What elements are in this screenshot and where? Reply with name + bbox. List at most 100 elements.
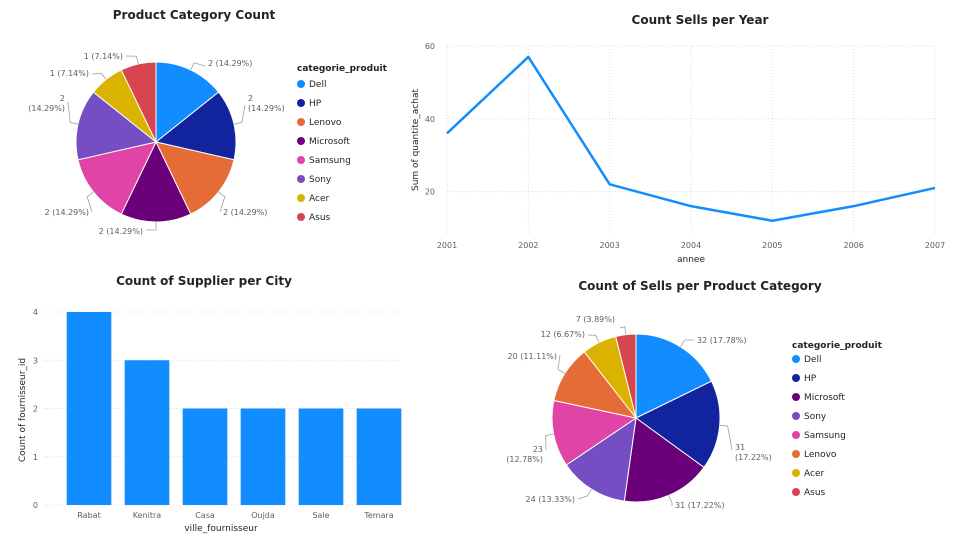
legend-item-lenovo[interactable]: Lenovo bbox=[792, 450, 837, 460]
count-sells-per-year-chart: Count Sells per Year 20 40 60 2001 2002 2003… bbox=[411, 13, 945, 265]
y-axis-ticks: 0 1 2 3 4 bbox=[33, 308, 38, 510]
legend-item-hp[interactable]: HP bbox=[792, 374, 817, 384]
legend-item-lenovo[interactable]: Lenovo bbox=[297, 118, 342, 128]
x-tick-label: 2006 bbox=[843, 241, 863, 250]
legend-label: Samsung bbox=[309, 156, 351, 166]
bar-oujda[interactable] bbox=[240, 408, 286, 506]
data-label: (12.78%) bbox=[506, 455, 543, 464]
bars bbox=[66, 312, 402, 506]
product-category-count-panel: Product Category Count 2 (14.29%) 2 (14.29… bbox=[0, 0, 390, 262]
data-label: (14.29%) bbox=[28, 104, 65, 113]
legend-label: Asus bbox=[309, 213, 331, 223]
grid bbox=[446, 45, 936, 234]
leader-line bbox=[190, 62, 206, 71]
legend-marker bbox=[792, 431, 800, 439]
legend-item-acer[interactable]: Acer bbox=[792, 469, 824, 479]
x-tick-label: Temara bbox=[363, 511, 393, 520]
sells-per-category-chart: Count of Sells per Product Category 32 (… bbox=[506, 279, 882, 510]
y-tick-label: 40 bbox=[425, 115, 435, 124]
leader-line bbox=[680, 339, 695, 347]
x-axis-ticks: Rabat Kenitra Casa Oujda Sale Temara bbox=[77, 511, 393, 520]
pie-slice-asus[interactable] bbox=[615, 333, 637, 419]
y-axis-label: Count of fournisseur_id bbox=[18, 358, 28, 462]
leader-line bbox=[86, 191, 94, 213]
pie-data-labels: 32 (17.78%) 31(17.22%) 31 (17.22%) 24 (13.3… bbox=[506, 315, 772, 510]
data-label: 31 (17.22%) bbox=[675, 501, 724, 510]
pie-slice-dell[interactable] bbox=[635, 333, 713, 419]
x-axis-label: annee bbox=[677, 255, 705, 265]
data-label: 31 bbox=[735, 443, 745, 452]
legend-marker bbox=[297, 213, 305, 221]
bar-sale[interactable] bbox=[298, 408, 344, 506]
chart-title: Count Sells per Year bbox=[632, 13, 769, 27]
pie-data-labels: 2 (14.29%)2(14.29%)2 (14.29%)2 (14.29%)2… bbox=[28, 52, 285, 236]
pie-slice-samsung[interactable] bbox=[551, 399, 638, 466]
legend-marker bbox=[792, 374, 800, 382]
data-label: 1 (7.14%) bbox=[50, 69, 89, 78]
bar-temara[interactable] bbox=[356, 408, 402, 506]
legend-marker bbox=[792, 488, 800, 496]
x-tick-label: Oujda bbox=[251, 511, 275, 520]
data-label: (14.29%) bbox=[248, 104, 285, 113]
legend-item-asus[interactable]: Asus bbox=[792, 488, 826, 498]
legend-label: Asus bbox=[804, 488, 826, 498]
data-label: 2 bbox=[248, 94, 253, 103]
data-label: 12 (6.67%) bbox=[541, 330, 585, 339]
leader-line bbox=[557, 354, 565, 374]
legend-label: Sony bbox=[804, 412, 827, 422]
chart-title: Count of Supplier per City bbox=[116, 274, 292, 288]
legend-marker bbox=[297, 99, 305, 107]
leader-line bbox=[233, 104, 246, 125]
legend-item-sony[interactable]: Sony bbox=[297, 175, 332, 185]
count-sells-per-year-panel: Count Sells per Year 20 40 60 2001 2002 2003… bbox=[400, 0, 954, 270]
x-tick-label: 2002 bbox=[518, 241, 538, 250]
legend-item-dell[interactable]: Dell bbox=[792, 355, 821, 365]
legend-item-sony[interactable]: Sony bbox=[792, 412, 827, 422]
legend-label: Acer bbox=[804, 469, 824, 479]
leader-line bbox=[719, 424, 733, 451]
y-tick-label: 1 bbox=[33, 453, 38, 462]
data-label: 7 (3.89%) bbox=[576, 315, 615, 324]
legend-item-samsung[interactable]: Samsung bbox=[792, 431, 846, 441]
y-tick-label: 60 bbox=[425, 42, 435, 51]
data-label: 2 (14.29%) bbox=[208, 59, 252, 68]
legend: Dell HP Lenovo Microsoft Samsung Sony Acer Asus bbox=[297, 80, 351, 223]
bar-kenitra[interactable] bbox=[124, 360, 170, 505]
legend-item-hp[interactable]: HP bbox=[297, 99, 322, 109]
chart-title: Product Category Count bbox=[113, 8, 276, 22]
leader-line bbox=[67, 101, 79, 125]
legend-label: Lenovo bbox=[309, 118, 342, 128]
pie-slice-asus[interactable] bbox=[120, 61, 157, 143]
legend-marker bbox=[792, 355, 800, 363]
data-label: 2 (14.29%) bbox=[99, 227, 143, 236]
legend-label: Dell bbox=[804, 355, 821, 365]
supplier-per-city-chart: Count of Supplier per City 0 1 2 3 4 Rabat Ke… bbox=[18, 274, 402, 534]
leader-line bbox=[125, 55, 139, 65]
legend-title: categorie_produit bbox=[297, 64, 388, 74]
leader-line bbox=[587, 334, 600, 343]
legend-item-microsoft[interactable]: Microsoft bbox=[792, 393, 845, 403]
legend-label: Sony bbox=[309, 175, 332, 185]
leader-line bbox=[577, 489, 592, 500]
pie-slice-hp[interactable] bbox=[635, 380, 721, 469]
legend-item-dell[interactable]: Dell bbox=[297, 80, 326, 90]
legend-label: Samsung bbox=[804, 431, 846, 441]
legend-item-samsung[interactable]: Samsung bbox=[297, 156, 351, 166]
legend-item-acer[interactable]: Acer bbox=[297, 194, 329, 204]
leader-line bbox=[91, 72, 107, 80]
bar-casa[interactable] bbox=[182, 408, 228, 506]
data-label: (17.22%) bbox=[735, 453, 772, 462]
x-axis-label: ville_fournisseur bbox=[184, 524, 258, 534]
data-label: 24 (13.33%) bbox=[526, 495, 575, 504]
bar-rabat[interactable] bbox=[66, 312, 112, 505]
legend-label: Lenovo bbox=[804, 450, 837, 460]
x-tick-label: Sale bbox=[312, 511, 329, 520]
legend-item-microsoft[interactable]: Microsoft bbox=[297, 137, 350, 147]
legend-item-asus[interactable]: Asus bbox=[297, 213, 331, 223]
leader-line bbox=[545, 433, 554, 451]
data-label: 23 bbox=[533, 445, 543, 454]
legend-marker bbox=[297, 175, 305, 183]
y-tick-label: 20 bbox=[425, 188, 435, 197]
chart-title: Count of Sells per Product Category bbox=[578, 279, 821, 293]
y-tick-label: 0 bbox=[33, 501, 38, 510]
